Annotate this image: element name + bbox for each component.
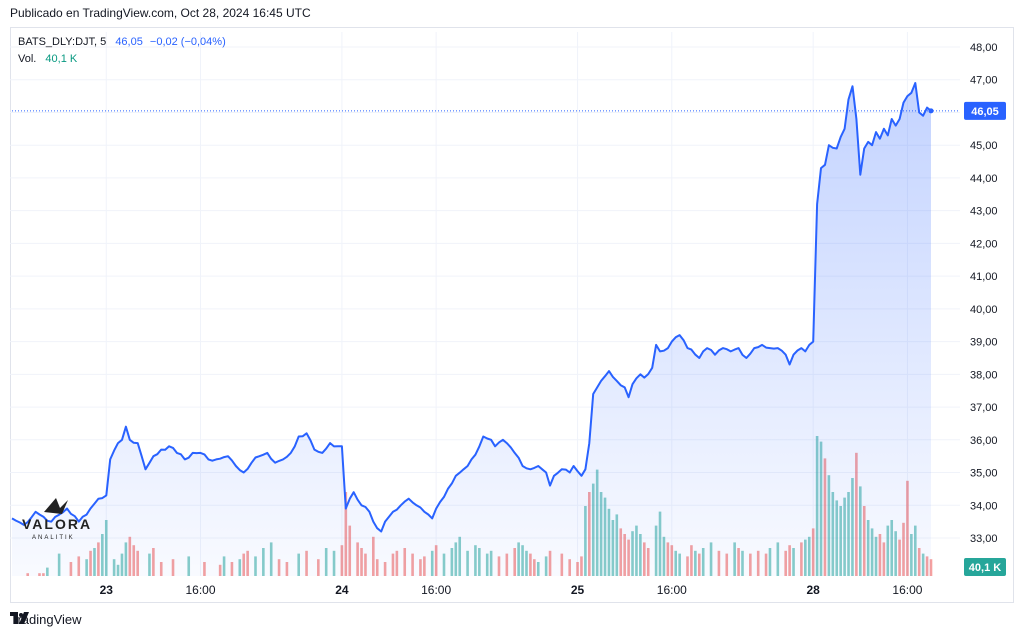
y-tick-label: 44,00 [970,173,998,185]
y-tick-label: 37,00 [970,402,998,414]
tradingview-logo-icon [10,612,29,624]
x-axis: 23 16:00 24 16:00 25 16:00 28 16:00 [100,583,923,597]
last-price-dot [928,108,934,114]
footer-brand[interactable]: TradingView [10,612,82,627]
legend-symbol[interactable]: BATS_DLY:DJT, 5 [18,36,107,48]
footer-brand-text: TradingView [10,612,82,627]
price-badges: 46,05 40,1 K [964,101,1006,576]
y-tick-label: 40,00 [970,304,998,316]
last-volume-badge: 40,1 K [969,562,1001,574]
price-area [12,83,931,576]
last-price-badge: 46,05 [971,106,999,118]
x-tick-label: 24 [335,583,349,597]
y-tick-label: 36,00 [970,435,998,447]
last-volume-badge-bg [964,558,1006,576]
y-tick-label: 33,00 [970,533,998,545]
x-tick-label: 25 [571,583,585,597]
y-tick-label: 42,00 [970,238,998,250]
x-tick-label: 16:00 [421,583,451,597]
legend-value: 46,05 [115,36,143,48]
y-tick-label: 38,00 [970,369,998,381]
y-tick-label: 47,00 [970,75,998,87]
legend-volume-label[interactable]: Vol. [18,53,37,65]
x-tick-label: 16:00 [185,583,215,597]
mountain-logo-icon [44,498,68,514]
y-tick-label: 45,00 [970,140,998,152]
x-tick-label: 16:00 [892,583,922,597]
published-info: Publicado en TradingView.com, Oct 28, 20… [10,6,311,20]
y-tick-label: 39,00 [970,337,998,349]
price-line [11,82,932,533]
y-axis: 48,0047,0046,0045,0044,0043,0042,0041,00… [970,42,998,545]
x-tick-label: 23 [100,583,114,597]
last-price-badge-bg [964,101,1006,120]
y-tick-label: 48,00 [970,42,998,54]
legend-volume-value: 40,1 K [45,53,78,65]
svg-text:ANALITIK: ANALITIK [32,535,75,541]
y-tick-label: 41,00 [970,271,998,283]
y-tick-label: 34,00 [970,500,998,512]
svg-text:VALORA: VALORA [22,516,92,532]
legend-change: −0,02 (−0,04%) [149,36,226,48]
y-tick-label: 43,00 [970,206,998,218]
chart-frame[interactable] [10,27,1014,603]
y-tick-label: 35,00 [970,468,998,480]
legend: BATS_DLY:DJT, 5 46,05 −0,02 (−0,04%) Vol… [18,34,226,68]
x-tick-label: 16:00 [657,583,687,597]
x-tick-label: 28 [806,583,820,597]
